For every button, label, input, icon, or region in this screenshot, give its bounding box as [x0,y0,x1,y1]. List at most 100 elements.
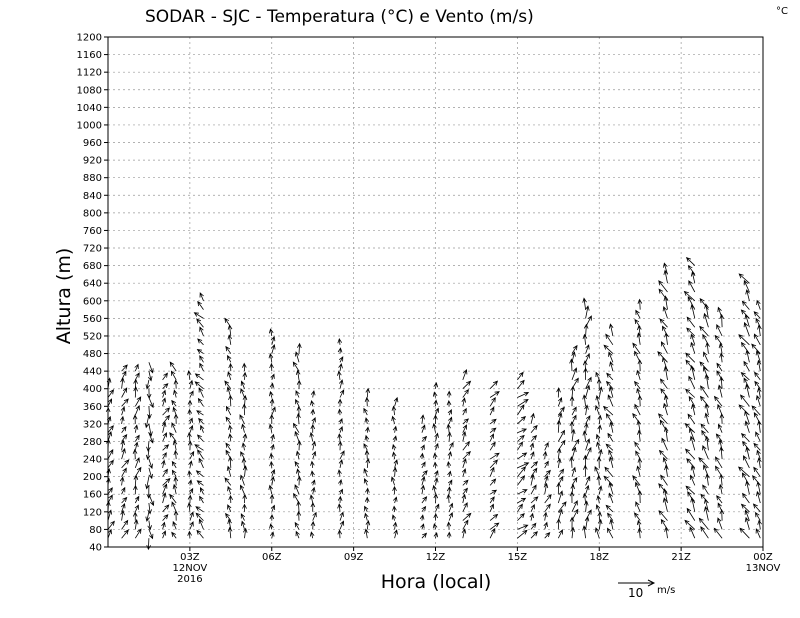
wind-vector [338,362,343,372]
wind-vector [161,421,167,433]
y-tick-label: 480 [83,349,102,360]
wind-vector [684,423,696,433]
y-tick-label: 1040 [77,103,102,114]
wind-vector [391,514,397,521]
wind-vector [311,450,317,460]
wind-vector [364,528,369,539]
y-tick-label: 440 [83,367,102,378]
wind-vector [107,425,114,433]
y-tick-label: 240 [83,455,102,466]
wind-vector [433,477,439,486]
wind-vector [172,483,178,495]
wind-vector [690,271,696,284]
wind-vector [433,461,438,468]
wind-vector [461,468,467,477]
wind-vector [585,384,591,398]
wind-vector [517,513,525,521]
wind-vector [489,522,500,530]
wind-vector [120,406,126,416]
wind-vector [571,477,578,486]
wind-vector [571,414,577,425]
wind-vector [121,459,130,469]
wind-vector [743,377,750,389]
wind-vector [227,504,232,512]
wind-vector [517,392,530,398]
wind-vector [607,512,614,521]
wind-vector [225,416,232,425]
wind-vector [637,527,642,539]
wind-vector [432,484,437,495]
wind-vector [309,531,315,539]
wind-vector [686,327,696,337]
wind-vector [717,306,723,319]
wind-vector [757,387,762,398]
wind-vector [161,397,167,407]
wind-vector [605,504,614,513]
wind-vector [687,491,696,504]
wind-vector [543,511,548,521]
wind-vector [227,518,232,530]
wind-vector [609,360,614,372]
wind-vector [745,289,750,301]
wind-vector [199,495,204,504]
wind-vector [187,470,192,477]
wind-vector [489,503,494,512]
wind-vector [753,411,761,425]
wind-vector [339,389,345,398]
wind-vector [310,520,316,530]
wind-vector [197,449,204,460]
wind-vector [686,458,696,469]
wind-vector [582,297,587,310]
wind-vector [529,442,535,451]
wind-vector [598,386,603,398]
wind-vector [462,407,467,416]
wind-vector [198,457,204,469]
wind-vector [173,476,179,486]
wind-vector [757,457,762,468]
wind-vector [717,423,723,433]
wind-vector [636,465,641,477]
wind-vector [530,412,535,424]
wind-vector [544,503,551,513]
wind-vector [391,443,397,451]
wind-vector [756,359,762,372]
wind-vector [702,484,709,495]
wind-vector [187,530,192,539]
wind-vector [270,433,275,442]
wind-vector [162,492,167,504]
wind-vector [603,405,614,416]
wind-vector [462,450,471,460]
wind-vector [433,414,438,424]
wind-vector [571,446,577,460]
wind-vector [662,306,668,319]
wind-vector [195,470,204,478]
x-tick-label: 15Z [508,552,528,563]
wind-vector [703,464,709,477]
wind-vector [461,397,466,407]
wind-vector [146,485,152,499]
wind-vector [718,439,723,451]
wind-vector [242,394,248,407]
wind-vector [685,485,696,495]
wind-vector [134,528,142,539]
wind-vector [489,427,497,434]
wind-vector [365,426,370,433]
wind-vector [632,412,641,425]
wind-vector [714,334,723,346]
wind-vector [738,334,750,346]
wind-vector [338,379,344,389]
wind-vector [605,380,614,389]
wind-vector [556,457,562,468]
wind-vector [134,372,140,381]
wind-vector [337,495,343,504]
wind-vector [198,518,204,530]
wind-vector [595,433,601,442]
wind-vector [517,441,523,451]
wind-vector [224,477,232,486]
wind-vector [740,309,750,319]
wind-vector [607,394,614,407]
wind-vector [225,512,232,521]
wind-vector [517,404,525,416]
wind-vector [297,342,302,354]
wind-vector [268,352,274,363]
